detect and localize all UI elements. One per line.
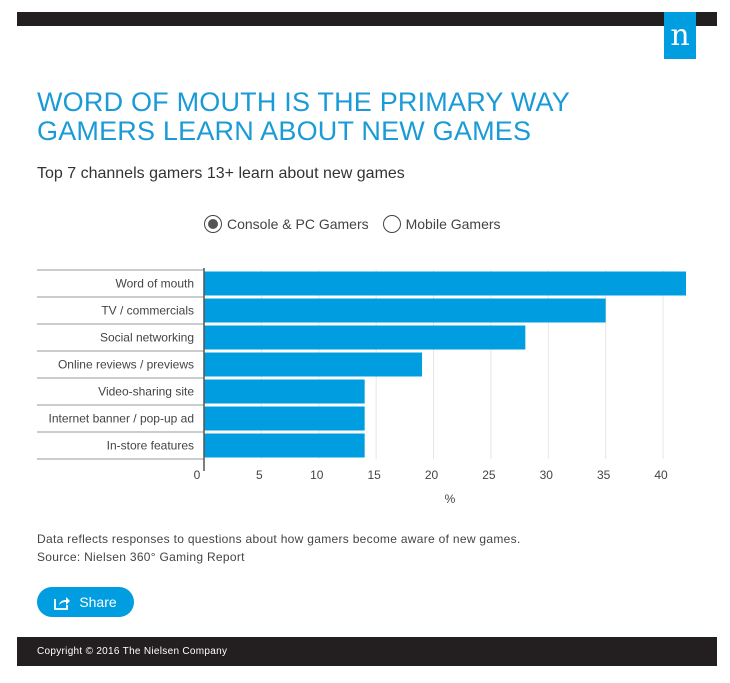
legend-label-mobile: Mobile Gamers [405, 216, 501, 232]
x-tick-label-8: 40 [654, 468, 668, 482]
footnote-source: Source: Nielsen 360° Gaming Report [37, 550, 245, 564]
title-line-2: GAMERS LEARN ABOUT NEW GAMES [37, 116, 532, 146]
category-label-3: Online reviews / previews [58, 358, 194, 372]
share-icon [54, 596, 71, 610]
bar-3 [204, 352, 423, 377]
category-label-5: Internet banner / pop-up ad [49, 412, 194, 426]
category-label-6: In-store features [107, 439, 194, 453]
category-label-2: Social networking [100, 331, 194, 345]
series-selector: Console & PC Gamers Mobile Gamers [204, 213, 501, 235]
x-tick-label-7: 35 [597, 468, 611, 482]
legend-option-mobile[interactable]: Mobile Gamers [382, 215, 501, 233]
bar-6 [204, 433, 365, 458]
bar-5 [204, 406, 365, 431]
share-label: Share [79, 594, 117, 610]
category-label-4: Video-sharing site [98, 385, 194, 399]
bar-1 [204, 298, 606, 323]
chart-subtitle: Top 7 channels gamers 13+ learn about ne… [37, 165, 405, 182]
radio-selected-icon[interactable] [204, 215, 222, 233]
bar-chart: Word of mouth TV / commercials Social netw… [37, 268, 686, 506]
x-axis-label: % [445, 492, 456, 506]
category-label-1: TV / commercials [101, 304, 194, 318]
x-tick-label-3: 15 [367, 468, 381, 482]
copyright-bar: Copyright © 2016 The Nielsen Company [17, 637, 717, 666]
category-label-0: Word of mouth [116, 277, 194, 291]
footnote: Data reflects responses to questions abo… [37, 530, 521, 566]
page-title: WORD OF MOUTH IS THE PRIMARY WAY GAMERS … [37, 88, 637, 146]
bar-0 [204, 271, 686, 296]
title-line-1: WORD OF MOUTH IS THE PRIMARY WAY [37, 87, 570, 117]
copyright-text: Copyright © 2016 The Nielsen Company [37, 646, 228, 657]
x-tick-label-4: 20 [425, 468, 439, 482]
x-tick-label-5: 25 [482, 468, 496, 482]
footnote-description: Data reflects responses to questions abo… [37, 532, 521, 546]
x-tick-label-2: 10 [310, 468, 324, 482]
x-tick-label-0: 0 [194, 468, 201, 482]
bar-2 [204, 325, 526, 350]
bar-4 [204, 379, 365, 404]
x-tick-label-1: 5 [256, 468, 263, 482]
share-button[interactable]: Share [37, 587, 134, 617]
nielsen-logo[interactable]: n [664, 12, 696, 59]
legend-label-console-pc: Console & PC Gamers [227, 216, 369, 232]
radio-unselected-icon[interactable] [382, 215, 401, 233]
top-bar [17, 12, 717, 26]
legend-option-console-pc[interactable]: Console & PC Gamers [204, 215, 369, 233]
x-tick-label-6: 30 [540, 468, 554, 482]
